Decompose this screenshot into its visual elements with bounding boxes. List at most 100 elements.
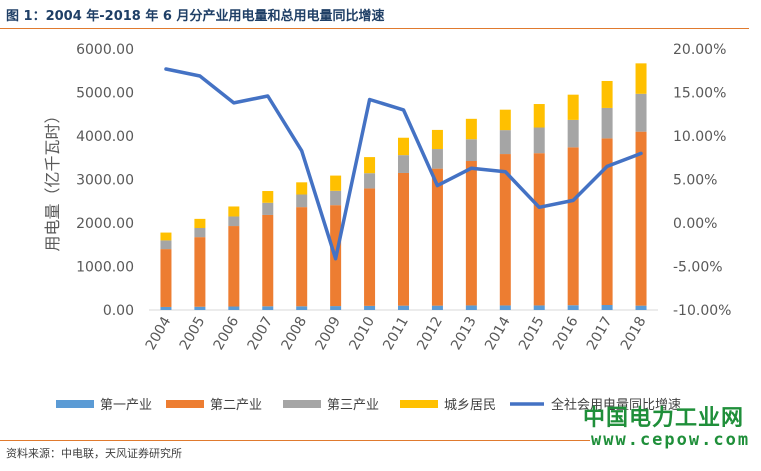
y-tick-label: 3000.00 — [76, 173, 134, 189]
bar-1-9 — [465, 161, 477, 306]
bar-2-7 — [398, 155, 409, 173]
bar-2-3 — [262, 202, 274, 215]
bar-3-0 — [160, 232, 172, 241]
footer-divider — [0, 440, 590, 441]
bar-0-5 — [330, 306, 342, 310]
bar-2-14 — [635, 93, 647, 132]
bar-2-4 — [296, 194, 308, 208]
legend-label: 第三产业 — [327, 398, 379, 413]
x-tick-label: 2011 — [380, 314, 412, 353]
x-tick-label: 2015 — [516, 314, 548, 353]
legend-swatch — [400, 400, 438, 408]
x-tick-label: 2016 — [550, 314, 582, 353]
y-tick-label: 2000.00 — [76, 216, 134, 232]
y2-tick-label: 15.00% — [673, 86, 726, 102]
bar-2-12 — [567, 119, 579, 148]
bar-1-14 — [635, 131, 647, 306]
legend-swatch — [283, 400, 321, 408]
bar-2-2 — [228, 216, 240, 227]
bar-1-12 — [567, 147, 579, 306]
legend-label: 全社会用电量同比增速 — [551, 397, 681, 413]
y-tick-label: 5000.00 — [76, 86, 134, 102]
bar-3-4 — [296, 182, 308, 195]
bar-3-9 — [465, 118, 477, 140]
x-tick-label: 2013 — [448, 314, 480, 353]
bar-1-11 — [533, 153, 545, 306]
bar-1-3 — [262, 214, 274, 307]
x-tick-label: 2008 — [278, 314, 310, 353]
x-tick-label: 2018 — [618, 314, 650, 353]
title-divider — [0, 28, 749, 29]
growth-rate-line — [164, 67, 643, 261]
bar-0-4 — [296, 306, 308, 310]
legend-label: 城乡居民 — [444, 398, 496, 413]
y2-tick-label: 5.00% — [673, 173, 717, 189]
chart-title: 图 1：2004 年-2018 年 6 月分产业用电量和总用电量同比增速 — [6, 9, 385, 24]
x-tick-label: 2017 — [584, 314, 616, 353]
bar-0-9 — [465, 305, 477, 310]
bar-3-6 — [364, 157, 376, 174]
bar-2-10 — [499, 130, 511, 155]
bar-1-0 — [160, 249, 172, 307]
bar-0-6 — [364, 305, 376, 310]
legend-swatch — [166, 400, 204, 408]
bar-3-7 — [398, 137, 409, 156]
bar-2-13 — [601, 107, 613, 139]
bar-2-8 — [431, 149, 443, 169]
bar-0-1 — [194, 306, 206, 310]
x-tick-label: 2012 — [414, 314, 446, 353]
bar-3-11 — [533, 104, 545, 128]
bar-0-13 — [601, 304, 613, 310]
y2-tick-label: 10.00% — [673, 129, 726, 145]
y-tick-label: 4000.00 — [76, 129, 134, 145]
x-tick-label: 2010 — [346, 314, 378, 353]
y-tick-label: 0.00 — [103, 303, 134, 319]
bar-2-0 — [160, 240, 172, 250]
bar-0-7 — [398, 305, 409, 310]
bar-2-11 — [533, 127, 545, 154]
legend-label: 第一产业 — [100, 398, 152, 413]
bar-0-10 — [499, 305, 511, 310]
y-axis-label: 用电量（亿千瓦时） — [43, 107, 62, 251]
bar-0-0 — [160, 306, 172, 310]
bar-1-4 — [296, 207, 308, 307]
source-note: 资料来源：中电联，天风证券研究所 — [6, 447, 182, 460]
legend-swatch — [56, 400, 94, 408]
bar-1-2 — [228, 226, 240, 307]
x-tick-label: 2005 — [177, 314, 209, 353]
bar-0-3 — [262, 306, 274, 310]
y2-tick-label: 0.00% — [673, 216, 717, 232]
legend-label: 第二产业 — [210, 398, 262, 413]
bar-2-9 — [465, 139, 477, 162]
bar-2-1 — [194, 228, 206, 238]
x-tick-label: 2006 — [211, 314, 243, 353]
bar-0-2 — [228, 306, 240, 310]
bar-1-7 — [398, 172, 409, 306]
bar-0-11 — [533, 305, 545, 310]
bar-2-6 — [364, 173, 376, 189]
watermark-url: www.cepow.com — [591, 430, 751, 450]
bar-1-6 — [364, 188, 376, 306]
y2-tick-label: -10.00% — [673, 303, 731, 319]
y2-tick-label: 20.00% — [673, 42, 726, 58]
bar-3-5 — [330, 175, 342, 191]
bar-1-13 — [601, 138, 613, 305]
y2-tick-label: -5.00% — [673, 260, 723, 276]
bar-0-8 — [431, 305, 443, 310]
bar-3-8 — [431, 129, 443, 150]
y-tick-label: 6000.00 — [76, 42, 134, 58]
bar-2-5 — [330, 190, 342, 206]
bar-0-12 — [567, 305, 579, 310]
bar-3-12 — [567, 94, 579, 120]
bar-0-14 — [635, 305, 647, 310]
bar-3-3 — [262, 191, 274, 203]
bar-3-13 — [601, 80, 613, 108]
x-tick-label: 2014 — [482, 314, 514, 353]
x-tick-label: 2007 — [245, 314, 277, 353]
bar-3-2 — [228, 206, 240, 217]
bar-1-10 — [499, 154, 511, 306]
bar-1-1 — [194, 237, 206, 307]
bar-3-14 — [635, 63, 647, 94]
bar-3-1 — [194, 218, 206, 229]
